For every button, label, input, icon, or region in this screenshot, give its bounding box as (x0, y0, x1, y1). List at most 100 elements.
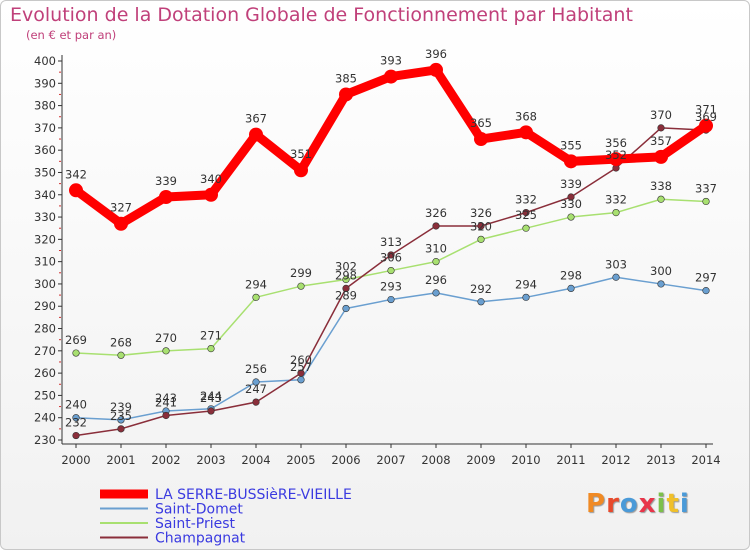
series-point (612, 273, 620, 281)
data-label: 298 (560, 268, 582, 282)
series-point (117, 351, 125, 359)
series-point (654, 149, 668, 164)
series-point (477, 222, 485, 230)
series-point (162, 347, 170, 355)
legend-label: Champagnat (155, 531, 246, 547)
x-tick-label: 2005 (286, 453, 315, 467)
x-tick-label: 2003 (196, 453, 225, 467)
x-tick-label: 2009 (466, 453, 495, 467)
series-point (204, 187, 218, 202)
legend: LA SERRE-BUSSièRE-VIEILLESaint-DometSain… (100, 487, 352, 547)
data-label: 385 (335, 71, 357, 85)
data-label: 355 (560, 138, 582, 152)
series-point (567, 284, 575, 293)
data-label: 351 (290, 147, 312, 161)
series-point (69, 183, 83, 198)
series-point (567, 193, 575, 201)
data-label: 340 (200, 172, 222, 186)
data-label: 339 (155, 174, 177, 188)
chart-axes: 230 240 250 260 270 280 290 300 310 320 330 340 350 3… (34, 54, 721, 467)
data-label: 365 (470, 116, 492, 130)
series-point (612, 209, 620, 217)
y-tick-label: 260 (34, 366, 56, 380)
data-label: 396 (425, 47, 447, 61)
x-tick-label: 2006 (331, 453, 360, 467)
data-label: 370 (650, 108, 672, 122)
y-tick-label: 320 (34, 232, 56, 246)
x-tick-label: 2014 (691, 453, 720, 467)
y-tick-label: 330 (34, 210, 56, 224)
data-label: 357 (650, 134, 672, 148)
data-label: 239 (110, 400, 132, 414)
x-tick-label: 2011 (556, 453, 585, 467)
data-label: 338 (650, 179, 672, 193)
data-label: 293 (380, 280, 402, 294)
logo-letter: i (656, 489, 667, 519)
logo-letter: x (638, 489, 657, 519)
y-tick-label: 290 (34, 299, 56, 313)
data-label: 244 (200, 389, 222, 403)
series-point (702, 287, 710, 295)
series-point (657, 195, 665, 203)
data-label: 368 (515, 109, 537, 123)
series-point (114, 216, 128, 231)
series-point (117, 425, 125, 433)
series-point (387, 266, 395, 275)
data-label: 292 (470, 282, 492, 296)
series-point (564, 154, 578, 169)
y-tick-label: 340 (34, 188, 56, 202)
data-label: 296 (425, 273, 447, 287)
chart-subtitle: (en € et par an) (26, 28, 117, 42)
logo-letter: i (679, 489, 690, 519)
y-tick-label: 310 (34, 255, 56, 269)
data-label: 302 (335, 259, 357, 273)
data-label: 260 (290, 353, 312, 367)
y-tick-label: 230 (34, 433, 56, 447)
data-label: 371 (695, 103, 717, 117)
series-point (522, 224, 530, 232)
data-label: 300 (650, 264, 672, 278)
data-label: 367 (245, 112, 267, 126)
x-tick-label: 2007 (376, 453, 405, 467)
data-label: 313 (380, 235, 402, 249)
series-point (432, 258, 440, 266)
series-point (297, 282, 305, 290)
series-point (699, 118, 713, 133)
series-point (477, 235, 485, 243)
series-point (207, 407, 215, 415)
series-point (387, 251, 395, 259)
legend-label: LA SERRE-BUSSièRE-VIEILLE (155, 487, 352, 503)
data-label: 294 (245, 277, 267, 291)
chart-title: Evolution de la Dotation Globale de Fonc… (10, 4, 633, 26)
series-point (72, 349, 80, 357)
series-point (342, 284, 350, 293)
data-label: 294 (515, 277, 537, 291)
series-point (252, 398, 260, 406)
series-point (159, 189, 173, 204)
data-label: 327 (110, 201, 132, 215)
data-label: 299 (290, 266, 312, 280)
x-tick-label: 2008 (421, 453, 450, 467)
data-label: 303 (605, 257, 627, 271)
data-label: 393 (380, 54, 402, 68)
data-label: 342 (65, 167, 87, 181)
data-label: 326 (425, 206, 447, 220)
series-point (252, 293, 260, 301)
series-point (387, 295, 395, 304)
data-label: 240 (65, 398, 87, 412)
series-point (429, 62, 443, 77)
series-point (609, 152, 623, 167)
data-label: 269 (65, 333, 87, 347)
series-point (72, 431, 80, 440)
x-tick-label: 2013 (646, 453, 675, 467)
data-label: 297 (695, 271, 717, 285)
logo-letter: o (619, 489, 639, 519)
y-tick-label: 380 (34, 99, 56, 113)
y-tick-label: 280 (34, 322, 56, 336)
y-tick-label: 250 (34, 388, 56, 402)
series-point (342, 275, 350, 284)
data-label: 289 (335, 288, 357, 302)
x-tick-label: 2012 (601, 453, 630, 467)
data-label: 330 (560, 197, 582, 211)
